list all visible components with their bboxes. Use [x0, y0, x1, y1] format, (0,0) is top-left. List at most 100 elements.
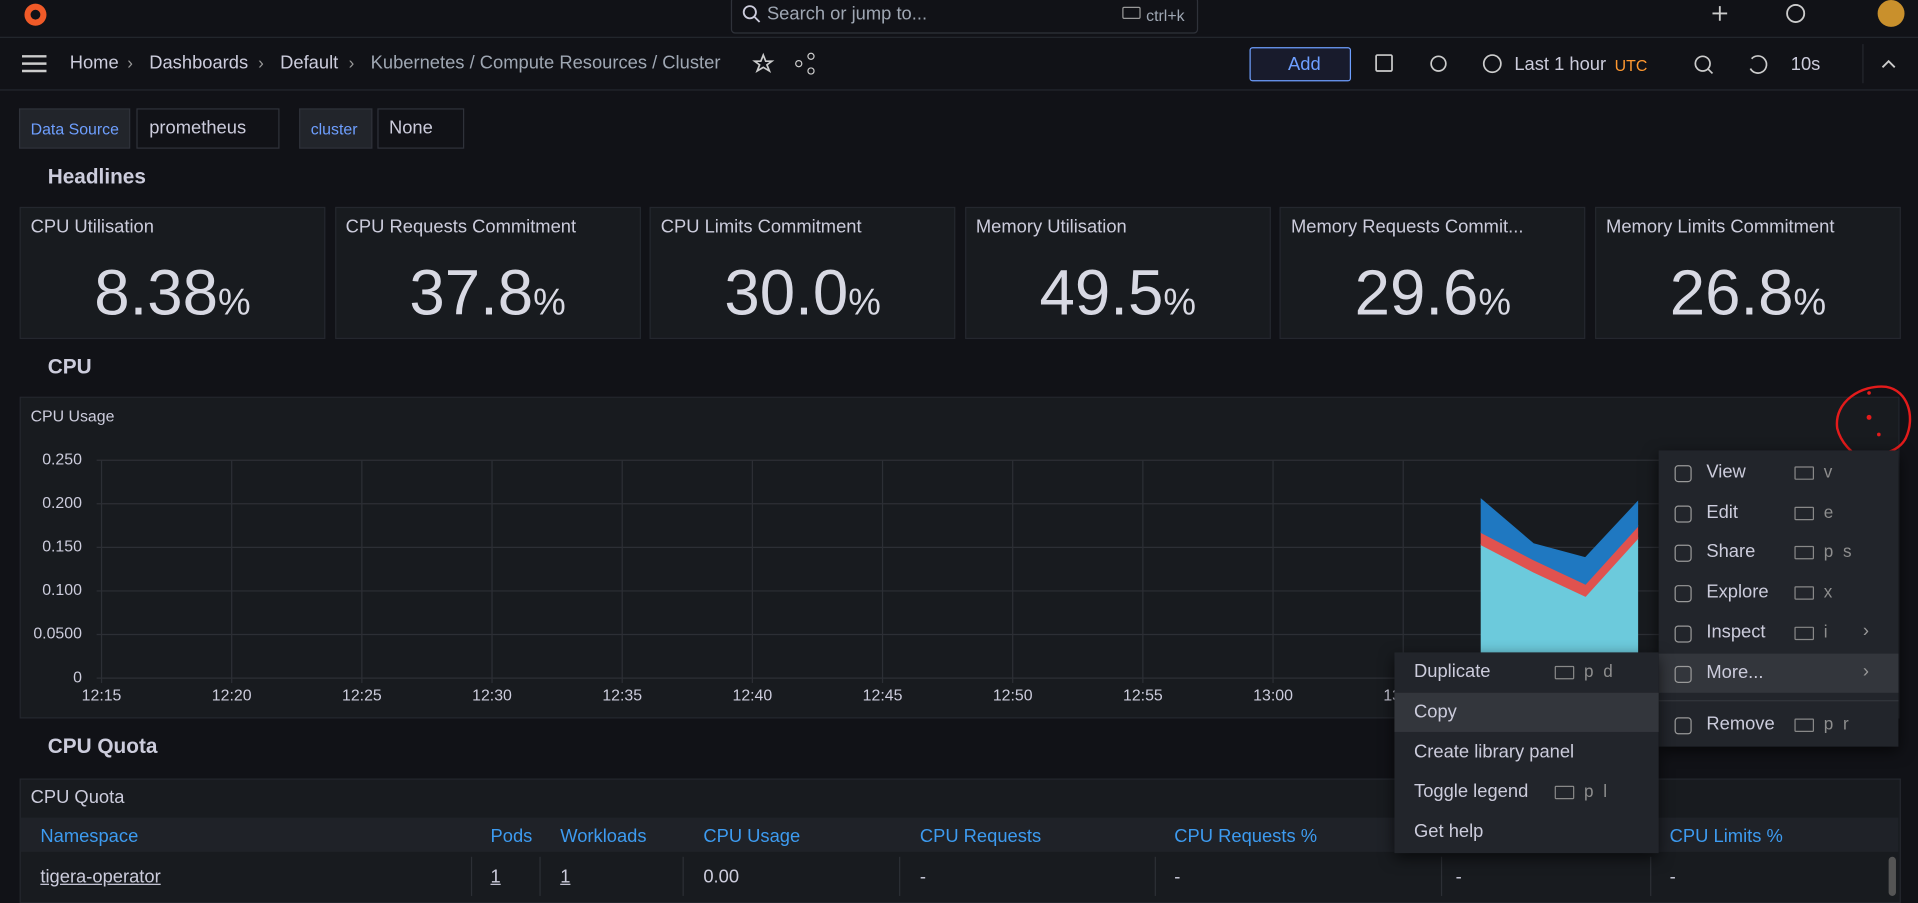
more-menu	[1394, 652, 1659, 854]
menu-item[interactable]: Remove	[1706, 713, 1775, 735]
menu-icon	[1674, 625, 1692, 643]
cell-border	[470, 856, 473, 896]
menu-item[interactable]: Copy	[1414, 701, 1457, 723]
menu-item[interactable]: Explore	[1706, 581, 1769, 603]
unit: %	[533, 282, 566, 324]
stat-panel	[1279, 206, 1586, 340]
unit: %	[848, 282, 881, 324]
x-tick-label: 12:20	[212, 688, 252, 705]
x-tick-label: 12:25	[342, 688, 382, 705]
cell-border	[899, 856, 901, 896]
cell-border	[1650, 856, 1652, 896]
menu-item[interactable]: Edit	[1706, 501, 1738, 523]
value: 49.5	[1039, 258, 1164, 330]
column-header[interactable]: CPU Usage	[703, 826, 801, 848]
stat-value: 26.8%	[1595, 257, 1901, 330]
kbd-icon	[1554, 665, 1575, 680]
table-cell: -	[1669, 866, 1676, 888]
kbd-icon	[1794, 626, 1815, 641]
x-tick-label: 13:00	[1253, 688, 1293, 705]
menu-item[interactable]: View	[1706, 461, 1746, 483]
stat-title: CPU Requests Commitment	[345, 216, 577, 238]
refresh-interval[interactable]: 10s	[1790, 53, 1821, 75]
search-input[interactable]: Search or jump to...	[766, 3, 928, 25]
y-tick-label: 0.200	[42, 495, 82, 512]
table-cell: -	[919, 866, 926, 888]
menu-item[interactable]: Get help	[1414, 821, 1484, 843]
submenu-arrow: ›	[1862, 620, 1870, 642]
x-tick-label: 12:55	[1123, 688, 1163, 705]
table-cell[interactable]: tigera-operator	[40, 866, 161, 888]
table-cell[interactable]: 1	[490, 866, 501, 888]
stat-value: 8.38%	[20, 257, 326, 330]
stat-value: 30.0%	[650, 257, 956, 330]
stat-title: Memory Utilisation	[975, 216, 1127, 238]
column-header[interactable]: Workloads	[560, 826, 647, 848]
menu-shortcut: p s	[1823, 541, 1854, 561]
add-button[interactable]: Add	[1288, 53, 1321, 75]
stat-title: Memory Requests Commit...	[1290, 216, 1524, 238]
stat-panel	[19, 206, 326, 340]
menu-item[interactable]: More...	[1706, 662, 1764, 683]
menu-item[interactable]: Create library panel	[1414, 741, 1575, 763]
kbd-icon	[1794, 506, 1815, 521]
unit: %	[1793, 282, 1827, 324]
menu-icon	[1674, 465, 1692, 483]
menu-divider	[1658, 700, 1899, 702]
stat-title: Memory Limits Commitment	[1606, 216, 1835, 238]
panel-title: CPU Usage	[31, 409, 115, 426]
menu-item[interactable]: Share	[1706, 541, 1756, 562]
menu-item[interactable]: Inspect	[1706, 621, 1766, 643]
variable-value[interactable]: None	[388, 117, 433, 139]
x-tick-label: 12:45	[863, 688, 903, 705]
time-range[interactable]: Last 1 hour	[1514, 53, 1607, 75]
unit: %	[1478, 282, 1512, 324]
cell-border	[1154, 856, 1156, 896]
panel-menu	[1658, 450, 1899, 747]
x-tick-label: 12:35	[602, 688, 642, 705]
cell-border	[1440, 856, 1443, 896]
table-cell[interactable]: 1	[560, 866, 571, 888]
breadcrumb[interactable]: Default	[280, 52, 339, 74]
value: 30.0	[724, 258, 849, 330]
cell-border	[539, 856, 541, 896]
column-header[interactable]: CPU Requests %	[1174, 826, 1318, 848]
column-header[interactable]: CPU Limits %	[1669, 826, 1783, 848]
column-header[interactable]: Pods	[490, 826, 533, 848]
top-bar	[0, 0, 1918, 38]
breadcrumb[interactable]: Dashboards	[149, 52, 249, 74]
unit: %	[1163, 282, 1196, 324]
menu-icon	[1674, 665, 1692, 683]
row-title[interactable]: Headlines	[47, 165, 146, 189]
menu-icon	[1674, 505, 1692, 523]
row-title[interactable]: CPU Quota	[47, 734, 158, 758]
variable-label: Data Source	[30, 119, 119, 139]
stat-title: CPU Utilisation	[30, 216, 154, 238]
column-header[interactable]: Namespace	[40, 826, 139, 848]
menu-shortcut: p d	[1584, 660, 1616, 681]
table-cell: -	[1174, 866, 1181, 888]
value: 8.38	[94, 258, 219, 330]
menu-item[interactable]: Duplicate	[1414, 660, 1491, 682]
menu-icon	[1674, 544, 1692, 562]
x-tick-label: 12:40	[732, 688, 772, 705]
submenu-arrow: ›	[1862, 660, 1870, 682]
row-title[interactable]: CPU	[47, 354, 92, 379]
menu-item-highlight	[1658, 653, 1899, 693]
breadcrumb[interactable]: Home	[69, 52, 119, 74]
column-header[interactable]: CPU Requests	[919, 826, 1042, 848]
menu-shortcut: x	[1823, 581, 1835, 601]
stat-panel	[964, 206, 1271, 340]
table-title: CPU Quota	[30, 787, 125, 808]
red-annotation	[1835, 385, 1912, 479]
variable-value[interactable]: prometheus	[149, 117, 247, 139]
menu-item[interactable]: Toggle legend	[1414, 780, 1529, 802]
breadcrumb-separator: ›	[258, 52, 264, 73]
y-tick-label: 0.150	[42, 539, 82, 556]
kbd-icon	[1794, 466, 1815, 480]
stat-panel	[334, 206, 641, 340]
y-tick-label: 0.0500	[33, 626, 82, 643]
value: 26.8	[1669, 258, 1794, 330]
menu-shortcut: v	[1823, 461, 1835, 482]
